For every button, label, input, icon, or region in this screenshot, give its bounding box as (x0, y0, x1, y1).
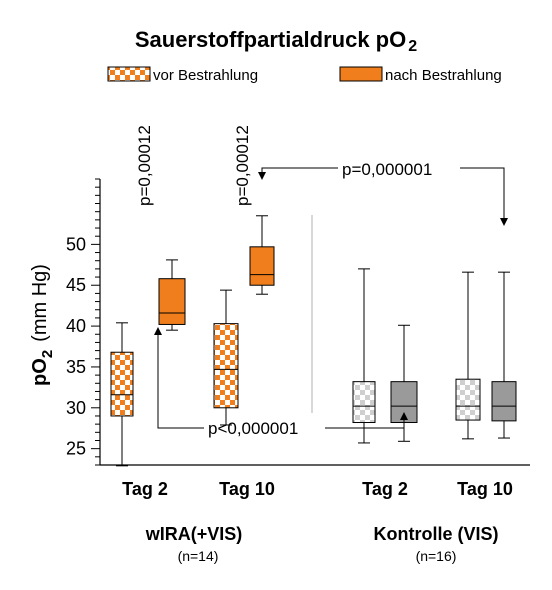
y-ticks: 25 30 35 40 45 50 (66, 178, 100, 466)
box-body (352, 381, 376, 424)
legend: vor Bestrahlung nach Bestrahlung (107, 66, 502, 84)
arrowhead-top-left (258, 172, 266, 180)
y-axis-label: pO2(mm Hg) (29, 264, 56, 386)
box-body (249, 246, 275, 286)
box-body (213, 323, 239, 409)
box-kontrolle-tag2-vor (352, 268, 376, 444)
pvalue-wira-tag10: p=0,00012 (233, 125, 252, 206)
pvalue-wira-tag2: p=0,00012 (135, 125, 154, 206)
group-label-kontrolle: Kontrolle (VIS) (374, 524, 499, 544)
y-tick-label: 45 (66, 275, 86, 295)
category-label-wira-tag2: Tag 2 (122, 479, 168, 499)
arrowhead-bottom-left (154, 327, 162, 335)
group-label-wira: wIRA(+VIS) (145, 524, 243, 544)
y-tick-label: 50 (66, 234, 86, 254)
box-kontrolle-tag10-vor (455, 271, 481, 440)
category-label-kontrolle-tag2: Tag 2 (362, 479, 408, 499)
box-kontrolle-tag10-nach (491, 271, 517, 439)
arrowhead-bottom-right (400, 412, 408, 420)
legend-label-nach: nach Bestrahlung (385, 67, 502, 84)
box-wira-tag10-vor (213, 289, 239, 426)
connector-top (261, 167, 338, 174)
box-body (110, 351, 134, 417)
y-tick-label: 25 (66, 439, 86, 459)
pvalue-bottom: p<0,000001 (208, 419, 298, 438)
legend-swatch-vor (107, 66, 151, 82)
y-tick-label: 35 (66, 357, 86, 377)
legend-label-vor: vor Bestrahlung (153, 67, 258, 84)
connector-top-right (460, 167, 505, 220)
arrowhead-top-right (500, 218, 508, 226)
chart-title: Sauerstoffpartialdruck pO 2 (135, 27, 417, 55)
category-label-kontrolle-tag10: Tag 10 (457, 479, 513, 499)
boxes (110, 215, 517, 467)
pvalue-top: p=0,000001 (342, 160, 432, 179)
y-tick-label: 40 (66, 316, 86, 336)
box-body (491, 381, 517, 422)
box-body (455, 378, 481, 421)
box-wira-tag2-vor (110, 322, 134, 467)
connector-bottom-right (325, 418, 405, 429)
legend-swatch-nach (339, 66, 383, 82)
box-wira-tag2-nach (158, 259, 186, 331)
connector-bottom-left (157, 335, 204, 429)
y-tick-label: 30 (66, 398, 86, 418)
category-label-wira-tag10: Tag 10 (219, 479, 275, 499)
group-n-wira: (n=14) (178, 548, 219, 564)
box-body (158, 278, 186, 325)
box-wira-tag10-nach (249, 215, 275, 295)
group-n-kontrolle: (n=16) (416, 548, 457, 564)
